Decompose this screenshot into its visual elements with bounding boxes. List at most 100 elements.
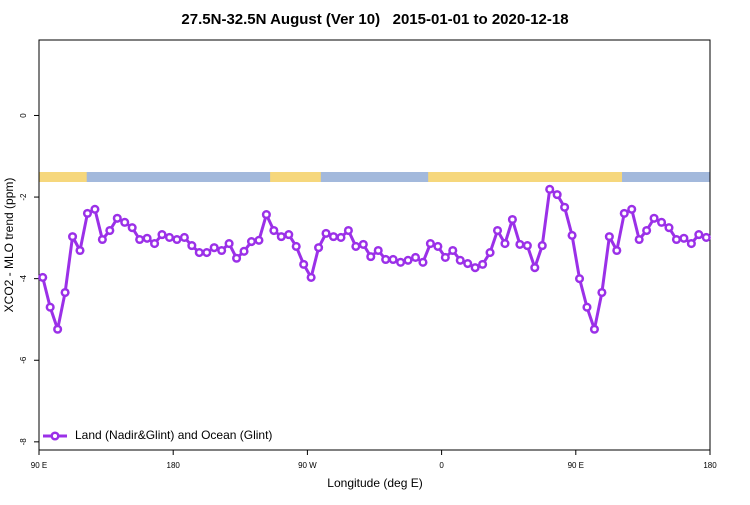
point — [209, 243, 219, 253]
point — [701, 232, 711, 243]
point — [664, 223, 674, 233]
x-tick-label: 180 — [703, 461, 717, 470]
point — [127, 223, 137, 233]
y-tick-label: -2 — [19, 193, 28, 201]
land-span — [39, 172, 87, 182]
point — [500, 239, 510, 249]
x-axis-label: Longitude (deg E) — [327, 476, 422, 490]
point — [284, 230, 294, 240]
point — [179, 232, 189, 243]
point — [671, 234, 682, 245]
point — [314, 243, 324, 253]
point — [410, 252, 421, 262]
point — [455, 255, 465, 265]
point — [291, 241, 301, 251]
point — [582, 302, 592, 312]
point — [597, 287, 607, 298]
point — [470, 263, 480, 273]
point — [373, 245, 383, 256]
point — [612, 245, 622, 256]
point — [463, 259, 473, 269]
point — [187, 241, 197, 251]
point — [515, 239, 525, 249]
point — [656, 217, 667, 227]
point — [604, 232, 614, 242]
point — [60, 287, 70, 298]
point — [164, 232, 175, 243]
point — [45, 302, 55, 312]
point — [396, 257, 406, 267]
point — [552, 190, 562, 200]
point — [448, 245, 458, 256]
point — [38, 272, 48, 282]
y-axis-label: XCO2 - MLO trend (ppm) — [2, 178, 16, 313]
point — [642, 225, 652, 236]
point — [299, 259, 309, 269]
plot-frame — [38, 39, 711, 451]
point — [232, 253, 242, 263]
point — [351, 241, 361, 251]
point — [381, 254, 391, 265]
y-tick-label: -8 — [19, 438, 28, 446]
point — [418, 257, 428, 267]
point — [679, 233, 689, 243]
chart-title: 27.5N-32.5N August (Ver 10) 2015-01-01 t… — [181, 11, 568, 28]
point — [403, 255, 413, 265]
point — [217, 245, 227, 256]
point — [366, 252, 376, 262]
point — [485, 247, 495, 258]
point — [97, 234, 107, 245]
point — [522, 241, 532, 251]
point — [425, 239, 435, 249]
point — [433, 241, 443, 251]
point — [321, 228, 331, 238]
legend-marker — [50, 431, 60, 441]
point — [328, 232, 339, 242]
point — [105, 225, 115, 236]
point — [224, 239, 234, 249]
point — [276, 232, 286, 242]
point — [150, 239, 160, 249]
point — [649, 213, 659, 223]
legend-label: Land (Nadir&Glint) and Ocean (Glint) — [75, 428, 272, 442]
point — [82, 208, 93, 218]
point — [388, 254, 398, 265]
point — [261, 210, 271, 220]
point — [269, 225, 279, 236]
point — [202, 247, 212, 258]
point — [239, 246, 249, 256]
point — [574, 274, 585, 284]
point — [694, 230, 704, 240]
x-tick-label: 90 E — [31, 461, 47, 470]
point — [112, 213, 122, 223]
point — [567, 230, 577, 240]
point — [254, 235, 264, 245]
point — [627, 204, 637, 214]
point — [142, 233, 152, 243]
point — [306, 272, 316, 282]
point — [135, 234, 145, 245]
point — [90, 204, 100, 214]
x-tick-label: 0 — [439, 461, 444, 470]
point — [246, 236, 257, 247]
point — [358, 239, 368, 249]
land-span — [270, 172, 321, 182]
point — [478, 259, 488, 269]
point — [634, 234, 644, 245]
point — [194, 247, 204, 258]
point — [545, 184, 555, 194]
point — [440, 252, 450, 262]
point — [53, 324, 63, 334]
point — [537, 241, 547, 251]
point — [530, 263, 540, 273]
land-span — [428, 172, 623, 182]
point — [120, 217, 130, 227]
ocean-strip — [39, 172, 710, 182]
point — [507, 214, 517, 225]
point — [619, 208, 629, 218]
y-tick-label: 0 — [19, 113, 28, 118]
x-tick-label: 180 — [167, 461, 181, 470]
point — [492, 225, 503, 236]
point — [336, 232, 346, 243]
